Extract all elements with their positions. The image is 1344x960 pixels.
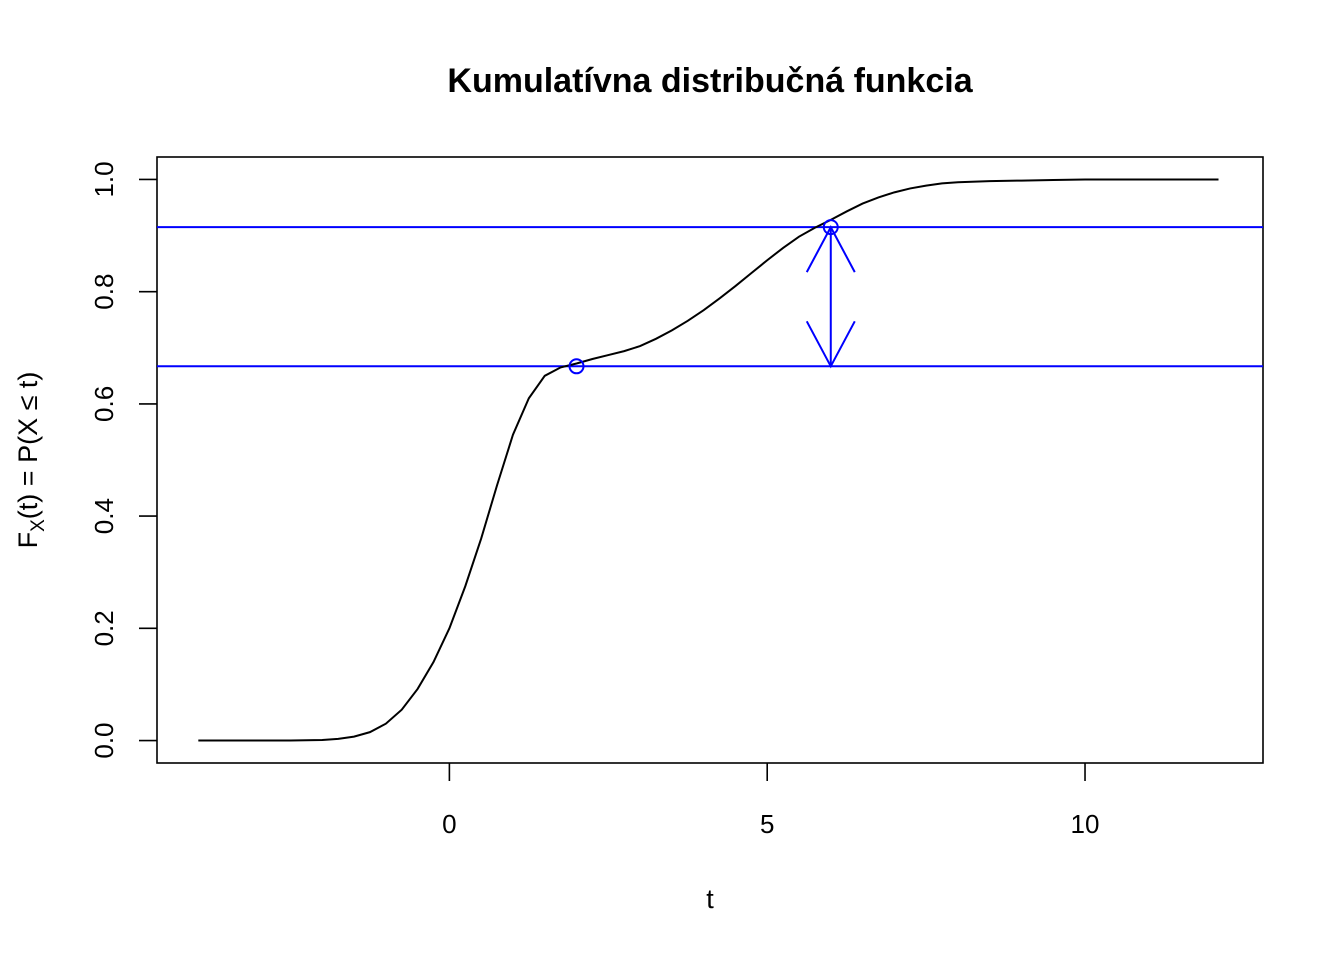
y-axis-label-suffix: (t) = P(X ≤ t) — [13, 372, 43, 520]
plot-frame — [156, 156, 1264, 764]
series-group — [198, 178, 1219, 742]
point-marker — [822, 219, 839, 236]
reference-lines — [157, 226, 1263, 368]
x-tick-label: 0 — [442, 809, 456, 839]
arrow-head-down — [805, 320, 856, 369]
y-tick-label: 0.0 — [89, 722, 119, 758]
x-tick-label: 5 — [760, 809, 774, 839]
double-arrow — [805, 225, 856, 369]
point-markers — [568, 219, 839, 375]
y-axis-label: FX(t) = P(X ≤ t) — [13, 372, 49, 549]
y-tick-label: 0.6 — [89, 386, 119, 422]
y-tick-label: 0.4 — [89, 498, 119, 534]
x-axis-label: t — [706, 884, 714, 914]
chart-title: Kumulatívna distribučná funkcia — [447, 62, 973, 100]
y-tick-label: 0.2 — [89, 610, 119, 646]
y-axis-label-subscript: X — [28, 519, 49, 532]
x-axis: 0 5 10 — [442, 763, 1099, 839]
x-tick-label: 10 — [1071, 809, 1100, 839]
point-marker — [568, 358, 585, 375]
y-tick-label: 1.0 — [89, 161, 119, 197]
y-tick-label: 0.8 — [89, 274, 119, 310]
y-axis: 0.0 0.2 0.4 0.6 0.8 1.0 — [89, 161, 157, 759]
y-axis-label-prefix: F — [13, 532, 43, 549]
cdf-curve — [198, 178, 1219, 742]
arrow-head-up — [805, 225, 856, 273]
